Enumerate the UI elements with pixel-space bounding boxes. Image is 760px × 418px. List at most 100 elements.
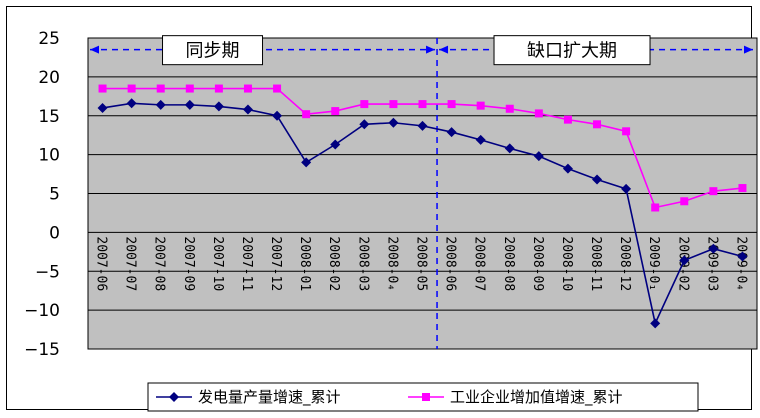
legend-marker: [422, 393, 430, 401]
x-tick-label: 2008-06: [443, 236, 458, 291]
region-label-sync: 同步期: [186, 41, 240, 62]
y-tick-label: 15: [38, 107, 60, 127]
data-point: [389, 100, 398, 109]
arrowhead: [744, 45, 753, 54]
x-tick-label: 2008-09: [530, 236, 545, 291]
data-point: [155, 99, 166, 110]
data-point: [330, 139, 341, 150]
data-point: [708, 243, 719, 254]
data-point: [301, 157, 312, 168]
region-label-gap: 缺口扩大期: [527, 41, 617, 62]
data-point: [273, 84, 282, 93]
data-point: [650, 318, 661, 329]
y-tick-label: 10: [38, 146, 60, 166]
data-point: [592, 174, 603, 185]
x-tick-label: 2008-12: [617, 236, 632, 291]
data-point: [388, 117, 399, 128]
x-tick-label: 2007-11: [239, 236, 254, 291]
y-tick-label: −5: [35, 262, 60, 282]
data-point: [504, 143, 515, 154]
legend-item-power: [156, 392, 192, 402]
x-tick-label: 2008-03: [355, 236, 370, 291]
data-point: [243, 84, 252, 93]
data-point: [621, 183, 632, 194]
annotations: 同步期 缺口扩大期: [90, 35, 753, 349]
series-1: [98, 84, 747, 212]
y-tick-label: −15: [24, 340, 60, 360]
data-point: [418, 100, 427, 109]
data-point: [651, 203, 660, 212]
x-tick-label: 2008-0₄: [384, 236, 399, 291]
x-tick-label: 2008-11: [588, 236, 603, 291]
plot-area: [87, 37, 758, 350]
legend-label-power: 发电量产量增速_累计: [198, 388, 341, 407]
x-tick-label: 2007-06: [94, 236, 109, 291]
x-tick-label: 2007-07: [123, 236, 138, 291]
data-point: [679, 255, 690, 266]
region-label-box-sync: [162, 35, 264, 66]
x-tick-label: 2009-0₄: [733, 236, 748, 291]
legend-item-industry: [408, 393, 444, 401]
x-tick-label: 2008-01: [297, 236, 312, 291]
data-point: [417, 120, 428, 131]
x-tick-label: 2007-10: [210, 236, 225, 291]
legend-label-industry: 工业企业增加值增速_累计: [450, 388, 623, 407]
x-tick-label: 2009-03: [704, 236, 719, 291]
region-label-box-gap: [493, 35, 651, 66]
data-point: [738, 184, 747, 193]
data-point: [214, 84, 223, 93]
y-tick-label: −10: [24, 301, 60, 321]
arrowhead: [90, 45, 99, 54]
x-tick-label: 2008-02: [326, 236, 341, 291]
x-tick-label: 2007-08: [152, 236, 167, 291]
y-tick-label: 25: [38, 29, 60, 49]
series-0: [97, 98, 748, 329]
x-tick-label: 2007-12: [268, 236, 283, 291]
data-point: [475, 134, 486, 145]
data-point: [737, 251, 748, 262]
x-tick-label: 2008-05: [414, 236, 429, 291]
x-tick-label: 2008-07: [472, 236, 487, 291]
data-point: [242, 104, 253, 115]
y-tick-label: 5: [49, 185, 60, 205]
legend: 发电量产量增速_累计 工业企业增加值增速_累计: [147, 382, 699, 412]
data-point: [98, 84, 107, 93]
data-point: [680, 197, 689, 206]
data-point: [622, 127, 631, 136]
data-point: [709, 187, 718, 196]
data-point: [127, 84, 136, 93]
data-point: [447, 100, 456, 109]
data-point: [302, 110, 311, 119]
data-point: [184, 99, 195, 110]
data-point: [533, 151, 544, 162]
x-tick-label: 2009-0₁: [646, 236, 661, 291]
x-tick-label: 2008-10: [559, 236, 574, 291]
y-axis: 25 20 15 10 5 0 −5 −10 −15: [24, 29, 60, 360]
data-point: [156, 84, 165, 93]
data-point: [505, 104, 514, 113]
data-point: [534, 109, 543, 118]
arrowhead: [439, 45, 449, 54]
data-point: [446, 127, 457, 138]
data-point: [360, 100, 369, 109]
data-point: [126, 98, 137, 109]
x-tick-label: 2008-08: [501, 236, 516, 291]
x-tick-label: 2007-09: [181, 236, 196, 291]
data-point: [97, 102, 108, 113]
data-point: [359, 119, 370, 130]
data-point: [476, 101, 485, 110]
x-axis: 2007-06 2007-07 2007-08 2007-09 2007-10 2007-…: [94, 236, 749, 291]
data-point: [331, 107, 340, 116]
arrowhead: [426, 45, 436, 54]
data-point: [593, 120, 602, 129]
y-tick-label: 20: [38, 68, 60, 88]
series-layer: [97, 84, 748, 329]
data-point: [213, 101, 224, 112]
y-tick-label: 0: [49, 223, 60, 243]
data-point: [562, 163, 573, 174]
data-point: [272, 110, 283, 121]
legend-marker: [169, 392, 179, 402]
data-point: [185, 84, 194, 93]
data-point: [563, 115, 572, 124]
